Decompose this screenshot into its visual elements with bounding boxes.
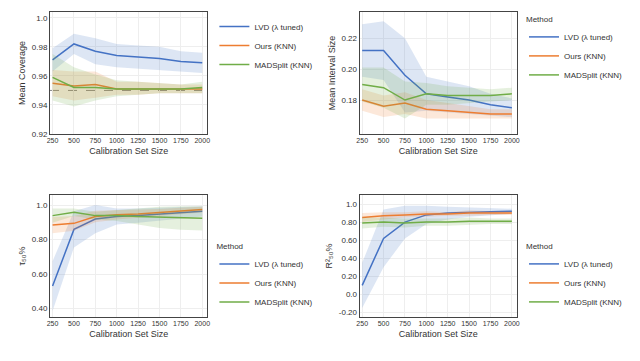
svg-text:MADSplit (KNN): MADSplit (KNN) bbox=[254, 298, 312, 307]
svg-text:1000: 1000 bbox=[419, 320, 435, 327]
svg-text:1.0: 1.0 bbox=[346, 200, 358, 209]
svg-text:Method: Method bbox=[216, 242, 243, 251]
svg-text:1250: 1250 bbox=[440, 320, 456, 327]
svg-text:Calibration Set Size: Calibration Set Size bbox=[89, 329, 168, 339]
svg-text:1250: 1250 bbox=[440, 137, 456, 144]
svg-text:Ours (KNN): Ours (KNN) bbox=[254, 42, 296, 51]
svg-text:-0.20: -0.20 bbox=[339, 308, 358, 317]
svg-text:0.80: 0.80 bbox=[32, 235, 48, 244]
svg-text:1500: 1500 bbox=[461, 137, 477, 144]
svg-text:2000: 2000 bbox=[504, 137, 520, 144]
svg-text:1750: 1750 bbox=[173, 137, 189, 144]
svg-text:500: 500 bbox=[68, 320, 80, 327]
svg-text:1250: 1250 bbox=[130, 137, 146, 144]
svg-text:250: 250 bbox=[47, 320, 59, 327]
svg-text:1000: 1000 bbox=[109, 137, 125, 144]
svg-text:0.94: 0.94 bbox=[32, 101, 48, 110]
svg-text:750: 750 bbox=[399, 320, 411, 327]
svg-text:0.20: 0.20 bbox=[341, 65, 357, 74]
svg-text:Method: Method bbox=[526, 15, 553, 24]
svg-text:250: 250 bbox=[47, 137, 59, 144]
svg-text:2000: 2000 bbox=[194, 137, 210, 144]
svg-text:500: 500 bbox=[68, 137, 80, 144]
svg-text:1500: 1500 bbox=[152, 320, 168, 327]
svg-text:Ours (KNN): Ours (KNN) bbox=[564, 52, 606, 61]
svg-text:0.18: 0.18 bbox=[341, 96, 357, 105]
svg-text:2000: 2000 bbox=[504, 320, 520, 327]
svg-text:750: 750 bbox=[399, 137, 411, 144]
svg-text:0.60: 0.60 bbox=[341, 236, 357, 245]
svg-text:LVD (λ tuned): LVD (λ tuned) bbox=[254, 23, 303, 32]
svg-text:Mean Interval Size: Mean Interval Size bbox=[327, 36, 337, 111]
svg-text:1500: 1500 bbox=[152, 137, 168, 144]
svg-text:1750: 1750 bbox=[483, 137, 499, 144]
svg-text:MADSplit (KNN): MADSplit (KNN) bbox=[564, 298, 622, 307]
svg-text:0.96: 0.96 bbox=[32, 72, 48, 81]
svg-text:0.22: 0.22 bbox=[341, 34, 357, 43]
svg-text:0.40: 0.40 bbox=[341, 254, 357, 263]
svg-text:1.0: 1.0 bbox=[36, 14, 48, 23]
svg-text:750: 750 bbox=[89, 320, 101, 327]
svg-text:1250: 1250 bbox=[130, 320, 146, 327]
svg-text:1750: 1750 bbox=[173, 320, 189, 327]
svg-text:1500: 1500 bbox=[461, 320, 477, 327]
svg-text:250: 250 bbox=[356, 320, 368, 327]
svg-text:750: 750 bbox=[89, 137, 101, 144]
svg-text:Method: Method bbox=[526, 242, 553, 251]
svg-text:LVD (λ tuned): LVD (λ tuned) bbox=[254, 260, 303, 269]
svg-text:1000: 1000 bbox=[109, 320, 125, 327]
svg-text:LVD (λ tuned): LVD (λ tuned) bbox=[564, 260, 613, 269]
svg-text:0.0: 0.0 bbox=[346, 290, 358, 299]
svg-text:0.80: 0.80 bbox=[341, 218, 357, 227]
svg-text:0.20: 0.20 bbox=[341, 272, 357, 281]
svg-text:MADSplit (KNN): MADSplit (KNN) bbox=[254, 61, 312, 70]
svg-text:0.60: 0.60 bbox=[32, 270, 48, 279]
svg-text:R²₅₀%: R²₅₀% bbox=[324, 244, 334, 269]
svg-text:Ours (KNN): Ours (KNN) bbox=[254, 279, 296, 288]
svg-text:0.92: 0.92 bbox=[32, 130, 48, 139]
svg-text:Mean Coverage: Mean Coverage bbox=[17, 41, 27, 105]
svg-text:τ₅₀%: τ₅₀% bbox=[17, 247, 27, 266]
svg-text:Ours (KNN): Ours (KNN) bbox=[564, 279, 606, 288]
svg-text:Calibration Set Size: Calibration Set Size bbox=[399, 146, 478, 156]
svg-text:2000: 2000 bbox=[194, 320, 210, 327]
svg-text:1000: 1000 bbox=[419, 137, 435, 144]
svg-text:250: 250 bbox=[356, 137, 368, 144]
svg-text:LVD (λ tuned): LVD (λ tuned) bbox=[564, 33, 613, 42]
svg-text:Calibration Set Size: Calibration Set Size bbox=[399, 329, 478, 339]
svg-text:0.98: 0.98 bbox=[32, 43, 48, 52]
svg-text:MADSplit (KNN): MADSplit (KNN) bbox=[564, 71, 622, 80]
svg-text:500: 500 bbox=[378, 137, 390, 144]
svg-text:1.0: 1.0 bbox=[36, 201, 48, 210]
svg-text:500: 500 bbox=[378, 320, 390, 327]
svg-text:Calibration Set Size: Calibration Set Size bbox=[89, 146, 168, 156]
svg-text:1750: 1750 bbox=[483, 320, 499, 327]
svg-text:0.40: 0.40 bbox=[32, 304, 48, 313]
